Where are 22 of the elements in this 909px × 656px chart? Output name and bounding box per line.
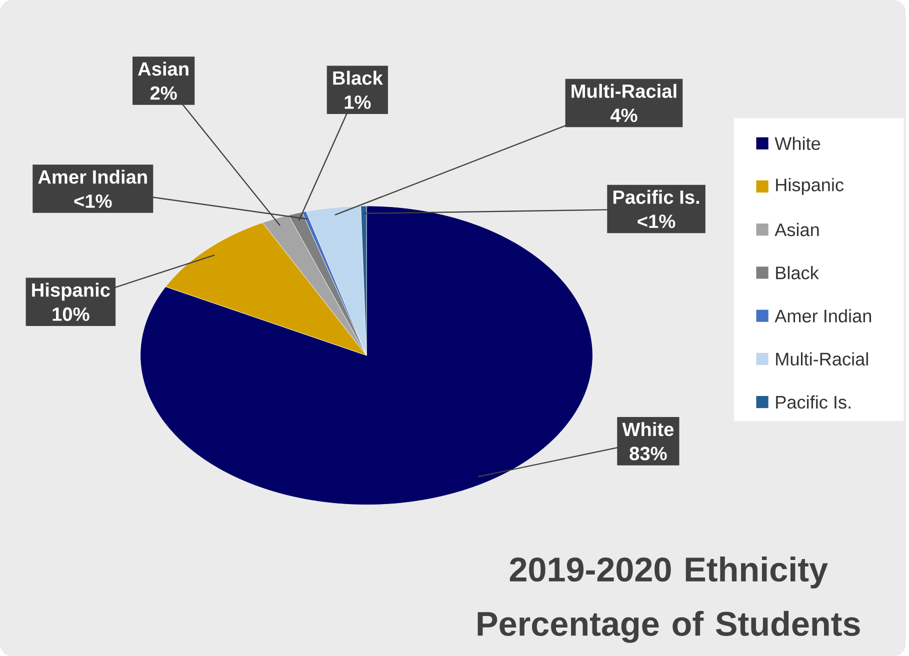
slice-label: White xyxy=(622,422,674,436)
legend-label: Asian xyxy=(774,222,819,236)
legend-label: Hispanic xyxy=(776,178,844,195)
legend-label: Amer Indian xyxy=(774,309,872,322)
slice-label: Black xyxy=(333,70,383,85)
slice-label: Hispanic xyxy=(32,282,110,300)
text: 2019-2020 Ethnicity Percentage of Students xyxy=(478,556,860,643)
legend-label: White xyxy=(774,136,820,150)
legend-label: Pacific Is. xyxy=(776,395,850,409)
data-label: 1% xyxy=(344,95,371,109)
slice-label: Pacific Is. xyxy=(613,190,700,204)
slice-label: Asian xyxy=(138,62,188,76)
data-label: <1% xyxy=(74,194,112,208)
data-label: 2% xyxy=(150,86,177,100)
legend-label: Black xyxy=(776,266,819,280)
slice-label: Amer Indian xyxy=(38,170,147,184)
data-label: 10% xyxy=(52,307,90,321)
legend-label: Multi-Racial xyxy=(776,352,868,366)
data-label: <1% xyxy=(638,214,676,228)
data-label: 4% xyxy=(610,108,638,122)
slice-label: Multi-Racial xyxy=(572,84,676,98)
data-label: 83% xyxy=(630,446,667,460)
